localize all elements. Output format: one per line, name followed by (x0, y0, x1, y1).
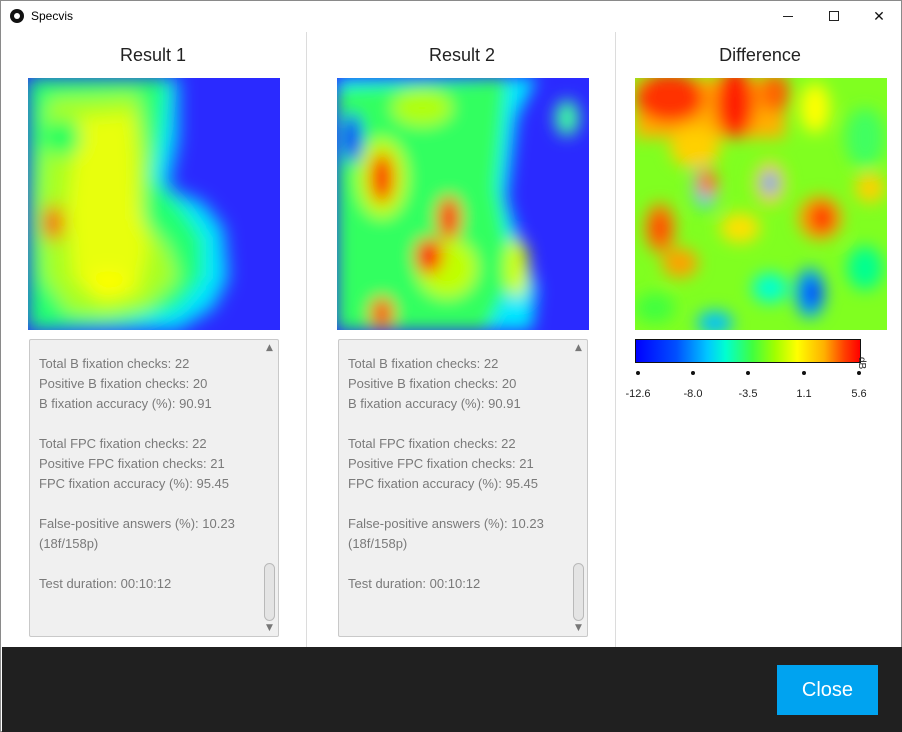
colorbar-tick-label: 5.6 (851, 388, 867, 400)
detail-line: (18f/158p) (348, 536, 408, 551)
blank-line (39, 554, 235, 574)
detail-line: Positive FPC fixation checks: 21 (39, 456, 225, 471)
colorbar-tick-dot (802, 371, 806, 375)
colorbar-tick-dot (746, 371, 750, 375)
maximize-button[interactable] (811, 1, 857, 32)
title-bar: Specvis ✕ (1, 1, 901, 32)
result-2-heatmap (337, 78, 589, 330)
detail-line: Total B fixation checks: 22 (348, 356, 499, 371)
detail-line: False-positive answers (%): 10.23 (348, 516, 544, 531)
detail-line: Total FPC fixation checks: 22 (39, 436, 207, 451)
colorbar-tick-label: 1.1 (796, 388, 812, 400)
blank-line (39, 494, 235, 514)
blank-line (348, 494, 544, 514)
blank-line (348, 554, 544, 574)
detail-line: FPC fixation accuracy (%): 95.45 (348, 476, 539, 491)
difference-title: Difference (719, 45, 801, 65)
colorbar-unit: dB (856, 357, 867, 370)
colorbar-tick-label: -12.6 (625, 388, 651, 400)
result-1-heatmap (28, 78, 280, 330)
colorbar-tick-label: -3.5 (738, 388, 758, 400)
column-divider (615, 32, 616, 647)
result-2-title: Result 2 (428, 45, 496, 65)
close-button[interactable]: Close (777, 665, 878, 715)
detail-line: False-positive answers (%): 10.23 (39, 516, 235, 531)
result-1-details[interactable]: Total B fixation checks: 22 Positive B fi… (29, 339, 279, 637)
detail-line: Positive FPC fixation checks: 21 (348, 456, 534, 471)
result-1-title: Result 1 (119, 45, 187, 65)
difference-colorbar (635, 339, 861, 363)
result-2-details[interactable]: Total B fixation checks: 22 Positive B fi… (338, 339, 588, 637)
colorbar-tick-dot (636, 371, 640, 375)
detail-line: Test duration: 00:10:12 (39, 576, 172, 591)
detail-line: Total B fixation checks: 22 (39, 356, 190, 371)
minimize-icon (783, 16, 793, 17)
detail-line: Positive B fixation checks: 20 (39, 376, 208, 391)
scroll-up-icon[interactable]: ▲ (266, 343, 273, 353)
close-icon: ✕ (873, 9, 885, 25)
scrollbar[interactable]: ▲ ▼ (262, 341, 277, 635)
window-title: Specvis (31, 9, 74, 23)
column-divider (306, 32, 307, 647)
scrollbar[interactable]: ▲ ▼ (571, 341, 586, 635)
window-close-button[interactable]: ✕ (856, 1, 902, 32)
scroll-down-icon[interactable]: ▼ (575, 623, 582, 633)
detail-line: Test duration: 00:10:12 (348, 576, 481, 591)
app-logo-icon (10, 9, 24, 23)
detail-line: Total FPC fixation checks: 22 (348, 436, 516, 451)
colorbar-tick-label: -8.0 (683, 388, 703, 400)
result-1-details-text: Total B fixation checks: 22 Positive B fi… (39, 354, 235, 594)
blank-line (39, 414, 235, 434)
detail-line: B fixation accuracy (%): 90.91 (39, 396, 212, 411)
scroll-thumb[interactable] (264, 563, 275, 621)
scroll-thumb[interactable] (573, 563, 584, 621)
detail-line: FPC fixation accuracy (%): 95.45 (39, 476, 230, 491)
colorbar-tick-dot (857, 371, 861, 375)
footer-bar: Close (2, 647, 902, 732)
scroll-up-icon[interactable]: ▲ (575, 343, 582, 353)
maximize-icon (829, 11, 839, 21)
difference-heatmap (635, 78, 887, 330)
result-2-details-text: Total B fixation checks: 22 Positive B fi… (348, 354, 544, 594)
minimize-button[interactable] (765, 1, 811, 32)
colorbar-tick-dot (691, 371, 695, 375)
detail-line: B fixation accuracy (%): 90.91 (348, 396, 521, 411)
detail-line: (18f/158p) (39, 536, 99, 551)
blank-line (348, 414, 544, 434)
scroll-down-icon[interactable]: ▼ (266, 623, 273, 633)
detail-line: Positive B fixation checks: 20 (348, 376, 517, 391)
